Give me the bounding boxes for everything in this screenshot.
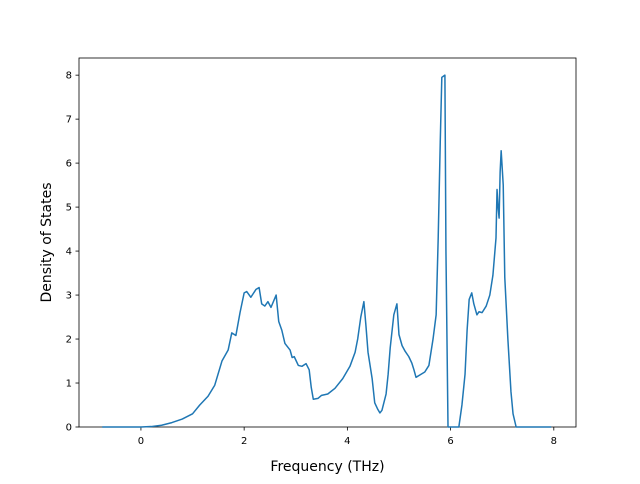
y-tick-label: 2 <box>66 335 72 346</box>
x-tick-label: 2 <box>241 436 247 447</box>
y-tick-label: 4 <box>66 247 72 258</box>
x-tick-label: 8 <box>551 436 557 447</box>
y-tick-label: 5 <box>66 203 72 214</box>
line-series <box>102 74 552 428</box>
y-tick-label: 6 <box>66 159 72 170</box>
plot-frame <box>78 57 577 428</box>
y-tick-label: 0 <box>66 423 72 434</box>
y-axis-label: Density of States <box>39 183 55 303</box>
x-tick-label: 0 <box>138 436 144 447</box>
y-tick-label: 8 <box>66 71 72 82</box>
y-tick-label: 3 <box>66 291 72 302</box>
x-axis-label: Frequency (THz) <box>270 459 384 475</box>
y-tick-label: 1 <box>66 379 72 390</box>
y-tick-label: 7 <box>66 115 72 126</box>
x-tick-label: 6 <box>447 436 453 447</box>
x-tick-label: 4 <box>344 436 350 447</box>
